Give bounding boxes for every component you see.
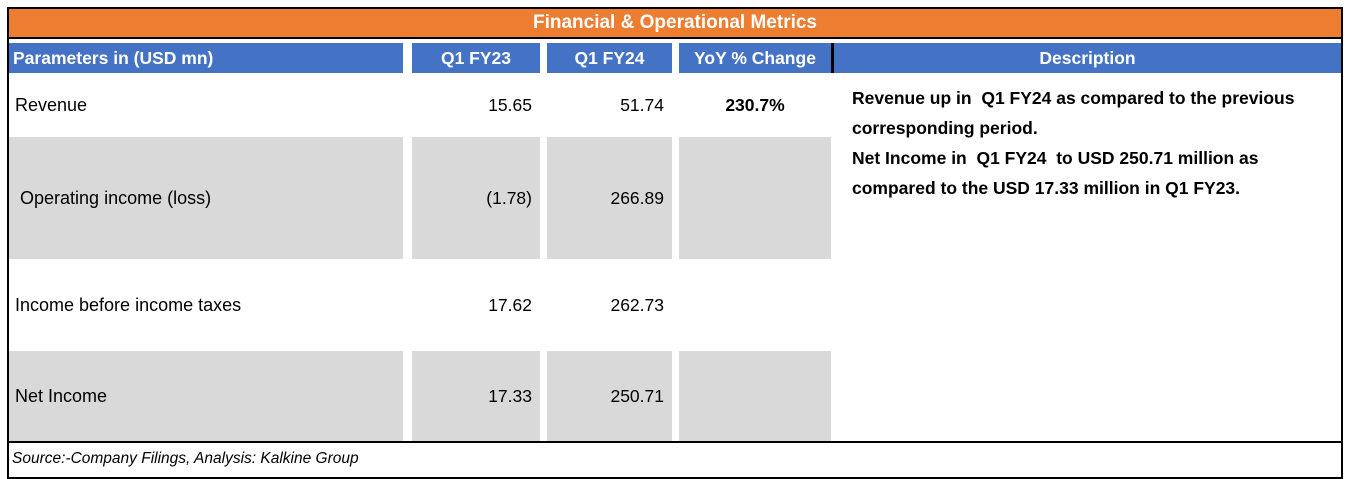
header-description: Description (831, 43, 1341, 73)
q1fy23-cell-row-2: (1.78) (412, 137, 540, 259)
yoy-cell-row-4 (679, 351, 831, 441)
description-line-2: Net Income in Q1 FY24 to USD 250.71 mill… (852, 148, 1264, 198)
header-q1-fy24: Q1 FY24 (547, 43, 672, 73)
q1fy24-cell-row-2: 266.89 (547, 137, 672, 259)
header-yoy-change: YoY % Change (679, 43, 831, 73)
header-parameters: Parameters in (USD mn) (9, 43, 403, 73)
yoy-cell-row-1: 230.7% (725, 94, 785, 115)
source-note: Source:-Company Filings, Analysis: Kalki… (12, 450, 359, 467)
q1fy23-cell-row-4: 17.33 (412, 351, 540, 441)
description-cell: Revenue up in Q1 FY24 as compared to the… (837, 75, 1341, 441)
yoy-cell-row-3 (679, 261, 831, 349)
header-q1-fy23: Q1 FY23 (412, 43, 540, 73)
param-cell-row-2: Operating income (loss) (9, 137, 403, 259)
param-cell-row-3: Income before income taxes (15, 294, 242, 315)
metrics-grid: Parameters in (USD mn) Q1 FY23 Q1 FY24 Y… (9, 43, 1341, 443)
q1fy24-cell-row-3: 262.73 (610, 294, 664, 315)
param-cell-row-4: Net Income (9, 351, 403, 441)
q1fy23-cell-row-1: 15.65 (488, 94, 532, 115)
param-cell-row-1: Revenue (15, 94, 88, 115)
q1fy24-cell-row-4: 250.71 (547, 351, 672, 441)
financial-metrics-table: Financial & Operational Metrics Paramete… (7, 7, 1343, 479)
q1fy24-cell-row-1: 51.74 (620, 94, 664, 115)
q1fy23-cell-row-3: 17.62 (488, 294, 532, 315)
yoy-cell-row-2 (679, 137, 831, 259)
description-line-1: Revenue up in Q1 FY24 as compared to the… (852, 88, 1300, 138)
table-title: Financial & Operational Metrics (9, 9, 1341, 39)
